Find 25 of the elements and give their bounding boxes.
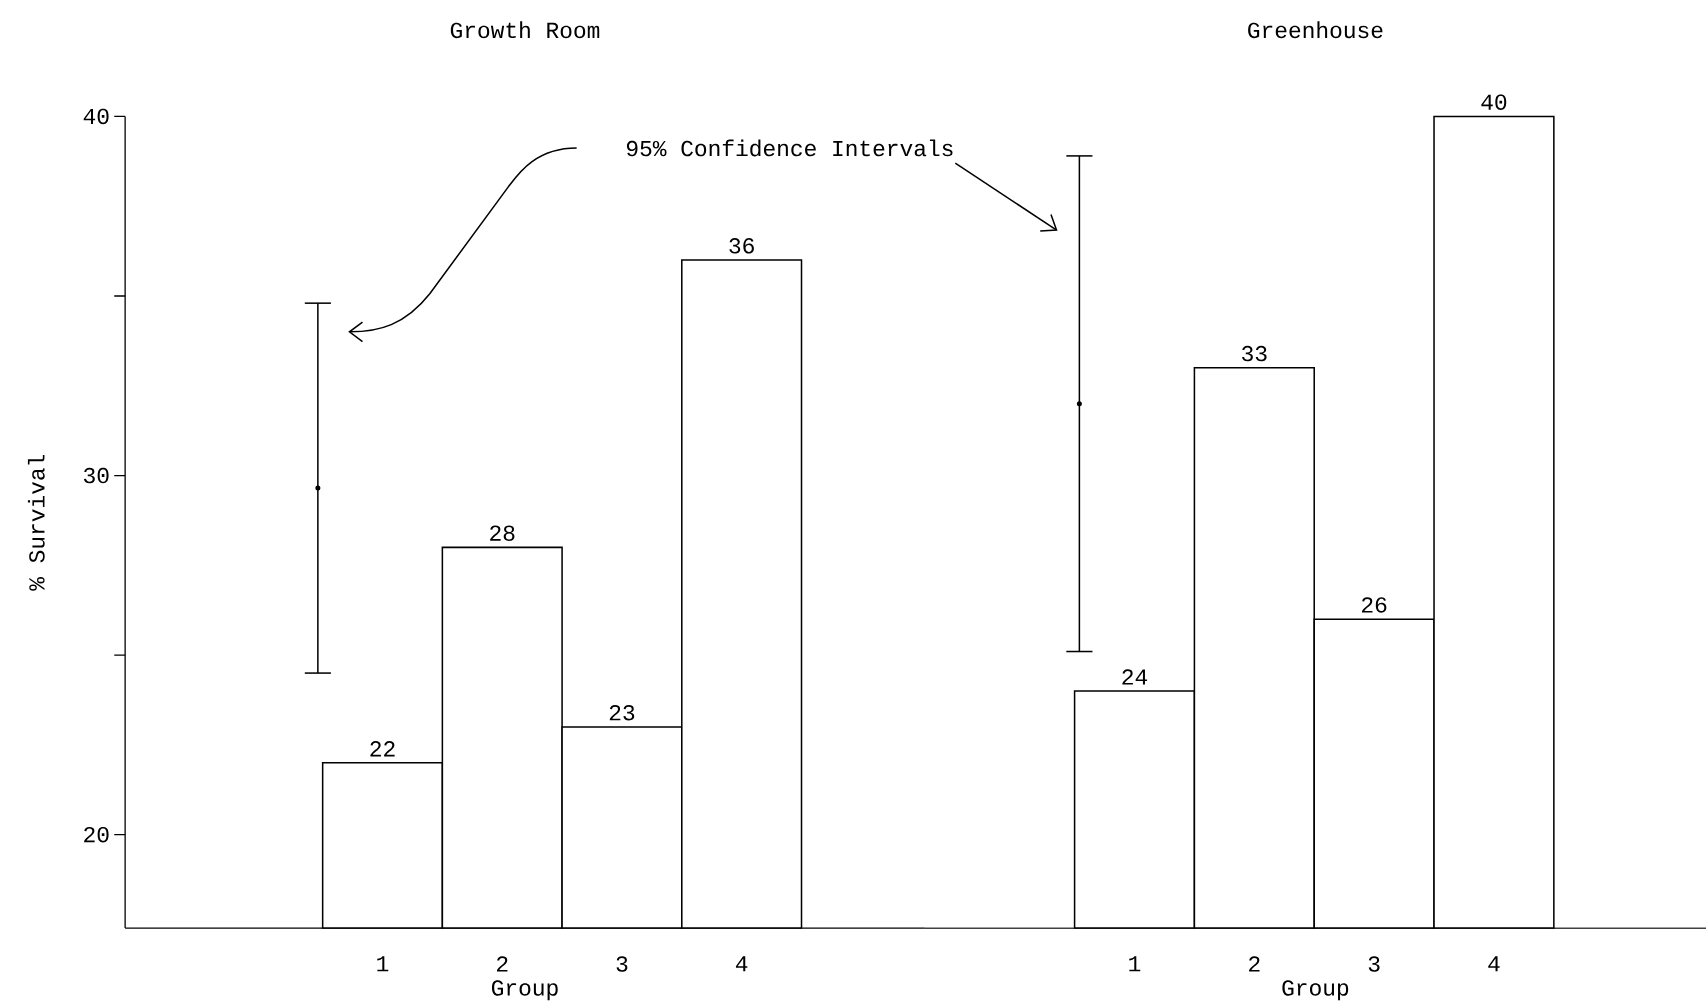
x-axis-title: Group: [1282, 979, 1349, 1001]
x-tick-label: 2: [1249, 956, 1260, 972]
data-label: 36: [729, 237, 754, 254]
y-axis-title: % Survival: [27, 454, 45, 591]
y-tick-label: 30: [83, 467, 109, 484]
data-label: 24: [1122, 669, 1148, 685]
x-tick-label: 3: [616, 956, 628, 972]
chart-title: Greenhouse: [1248, 21, 1383, 38]
data-label: 23: [609, 704, 635, 721]
y-tick-label: 20: [84, 826, 109, 843]
data-label: 40: [1481, 94, 1507, 110]
x-tick-label: 2: [496, 956, 508, 972]
x-tick-label: 1: [377, 956, 389, 972]
y-tick-label: 40: [83, 108, 109, 124]
x-axis-title: Group: [491, 979, 558, 1001]
x-tick-label: 3: [1368, 956, 1380, 972]
chart-title: Growth Room: [450, 21, 600, 38]
data-label: 33: [1242, 345, 1267, 362]
x-tick-label: 1: [1129, 956, 1141, 972]
data-label: 28: [490, 525, 515, 541]
data-label: 22: [370, 740, 395, 757]
annotation: 95% Confidence Intervals: [626, 139, 953, 157]
x-tick-label: 4: [735, 956, 748, 972]
x-tick-label: 4: [1488, 956, 1500, 972]
data-label: 26: [1362, 597, 1387, 613]
